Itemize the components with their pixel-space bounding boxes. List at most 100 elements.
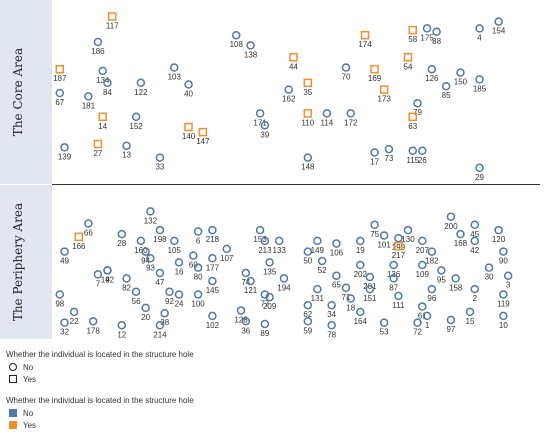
- data-point-circle: [122, 274, 131, 283]
- data-point-label: 85: [442, 91, 451, 100]
- color-legend-title: Whether the individual is located in the…: [6, 396, 194, 405]
- data-point-label: 65: [332, 281, 341, 290]
- data-point-label: 36: [241, 326, 250, 335]
- data-point-label: 72: [413, 328, 422, 337]
- data-point-circle: [427, 247, 437, 256]
- data-point-label: 111: [392, 301, 405, 310]
- data-point-label: 45: [470, 230, 479, 239]
- data-point-label: 62: [303, 310, 312, 319]
- data-point-circle: [274, 236, 284, 246]
- data-point-circle: [494, 17, 503, 26]
- data-point-circle: [356, 307, 365, 317]
- data-point-label: 59: [303, 326, 312, 335]
- data-point-circle: [432, 27, 441, 37]
- data-point-circle: [88, 317, 98, 326]
- data-point-circle: [193, 263, 203, 272]
- periphery-area-band: [0, 185, 52, 339]
- data-point-label: 98: [55, 299, 64, 308]
- data-point-label: 160: [134, 246, 148, 255]
- data-point-label: 194: [277, 283, 291, 292]
- data-point-circle: [418, 260, 427, 270]
- data-point-circle: [131, 287, 141, 297]
- data-point-circle: [279, 274, 289, 283]
- core-area-band: [0, 0, 52, 184]
- data-point-square: [303, 109, 313, 118]
- data-point-circle: [499, 311, 508, 321]
- data-point-circle: [356, 236, 365, 246]
- data-point-circle: [389, 274, 398, 283]
- data-point-circle: [55, 290, 65, 299]
- data-point-circle: [422, 311, 432, 321]
- data-point-label: 182: [425, 257, 439, 266]
- data-point-label: 29: [475, 173, 484, 182]
- data-point-label: 168: [454, 239, 468, 248]
- data-point-label: 149: [311, 246, 325, 255]
- data-point-square: [303, 78, 313, 88]
- data-point-circle: [136, 78, 146, 88]
- data-point-label: 187: [53, 74, 67, 83]
- data-point-label: 74: [241, 278, 250, 287]
- data-point-circle: [365, 284, 375, 294]
- color-legend-item-no: No: [6, 407, 194, 419]
- data-point-circle: [322, 109, 332, 118]
- data-point-circle: [413, 98, 422, 108]
- data-point-label: 200: [444, 222, 458, 231]
- data-point-circle: [155, 321, 165, 330]
- data-point-circle: [60, 318, 69, 327]
- data-point-circle: [170, 236, 179, 246]
- data-point-circle: [117, 229, 127, 239]
- data-point-circle: [465, 307, 475, 317]
- data-point-label: 54: [404, 62, 413, 71]
- color-legend-label: Yes: [23, 420, 37, 430]
- data-point-label: 97: [446, 325, 455, 334]
- data-point-label: 135: [263, 267, 277, 276]
- data-point-circle: [418, 302, 427, 311]
- data-point-circle: [55, 88, 65, 98]
- data-point-label: 78: [327, 330, 336, 339]
- data-point-circle: [470, 284, 480, 294]
- data-point-label: 114: [321, 118, 334, 127]
- data-point-label: 142: [101, 275, 115, 284]
- data-point-label: 3: [506, 281, 511, 290]
- orange-swatch-icon: [9, 421, 17, 429]
- data-point-circle: [131, 112, 141, 122]
- data-point-label: 95: [437, 275, 446, 284]
- data-point-label: 52: [318, 266, 327, 275]
- data-point-circle: [103, 78, 112, 88]
- data-point-label: 90: [499, 257, 508, 266]
- data-point-label: 107: [220, 254, 234, 263]
- data-point-circle: [332, 239, 341, 248]
- data-point-circle: [446, 212, 456, 222]
- data-point-label: 217: [392, 251, 406, 260]
- data-point-square: [184, 122, 193, 132]
- data-point-circle: [303, 153, 313, 162]
- data-point-label: 18: [346, 304, 355, 313]
- scatter-chart: The Core Area The Periphery Area 1171876…: [0, 0, 540, 339]
- data-point-circle: [418, 146, 427, 156]
- color-legend-item-yes: Yes: [6, 419, 194, 431]
- data-point-label: 12: [117, 330, 126, 339]
- data-point-square: [408, 25, 417, 35]
- data-point-label: 151: [363, 294, 377, 303]
- data-point-label: 93: [146, 263, 155, 272]
- data-point-circle: [470, 236, 480, 246]
- data-point-circle: [317, 256, 327, 266]
- data-point-circle: [427, 284, 437, 294]
- data-point-label: 47: [155, 278, 164, 287]
- data-point-circle: [255, 109, 265, 118]
- data-point-label: 173: [377, 95, 391, 104]
- data-point-circle: [208, 225, 217, 235]
- data-point-circle: [446, 315, 456, 325]
- data-point-circle: [141, 247, 150, 256]
- data-point-label: 152: [129, 122, 143, 131]
- data-point-label: 115: [406, 156, 419, 165]
- data-point-label: 147: [196, 137, 210, 146]
- data-point-square: [379, 85, 389, 94]
- data-point-circle: [313, 284, 322, 294]
- data-point-square: [98, 112, 107, 122]
- data-point-label: 88: [432, 37, 441, 46]
- data-point-square: [93, 139, 103, 149]
- data-point-label: 117: [106, 22, 119, 31]
- data-point-label: 4: [477, 33, 482, 42]
- data-point-label: 207: [416, 246, 430, 255]
